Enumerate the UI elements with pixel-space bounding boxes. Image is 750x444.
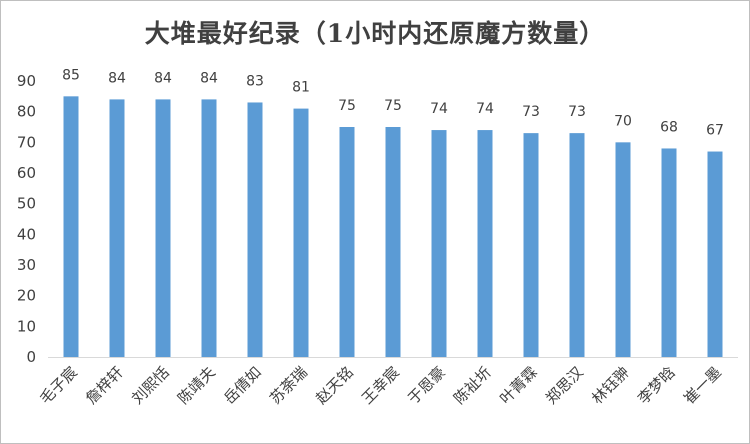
bar — [569, 133, 585, 357]
data-label: 67 — [706, 123, 724, 139]
data-label: 73 — [522, 104, 540, 120]
data-label: 84 — [200, 70, 218, 86]
bar — [109, 99, 125, 358]
category-label: 岳倩如 — [220, 363, 265, 408]
category-label: 李梦晗 — [634, 363, 679, 408]
y-tick-label: 40 — [17, 225, 36, 243]
bar — [201, 99, 217, 358]
bar — [523, 133, 539, 357]
category-label: 陈靖夫 — [174, 363, 219, 408]
category-label: 林钰翀 — [588, 363, 633, 408]
data-label: 74 — [430, 101, 448, 117]
bar — [661, 148, 677, 357]
y-tick-label: 70 — [17, 133, 36, 151]
y-tick-label: 20 — [17, 287, 36, 305]
chart-title: 大堆最好纪录（1小时内还原魔方数量） — [144, 19, 606, 48]
category-label: 于恩豪 — [404, 363, 449, 408]
y-tick-label: 30 — [17, 256, 36, 274]
y-tick-label: 80 — [17, 103, 36, 121]
data-label: 84 — [108, 70, 126, 86]
data-label: 73 — [568, 104, 586, 120]
category-label: 刘熙恬 — [128, 363, 173, 408]
category-label: 陈祉圻 — [450, 363, 495, 408]
category-label: 詹梓轩 — [82, 363, 127, 408]
category-label: 毛子宸 — [36, 363, 81, 408]
bar — [615, 142, 631, 357]
bar — [385, 127, 401, 357]
bar — [63, 96, 79, 357]
bar — [477, 130, 493, 357]
bar — [431, 130, 447, 357]
data-label: 70 — [614, 113, 632, 129]
bar — [247, 102, 263, 357]
data-label: 85 — [62, 67, 80, 83]
category-label: 崔一墨 — [680, 363, 725, 408]
bar — [293, 108, 309, 357]
category-label: 郑思汉 — [542, 363, 587, 408]
bar — [707, 151, 723, 357]
data-label: 74 — [476, 101, 494, 117]
category-label: 苏荼瑞 — [266, 363, 311, 408]
y-tick-label: 90 — [17, 72, 36, 90]
y-tick-label: 50 — [17, 195, 36, 213]
y-tick-label: 10 — [17, 317, 36, 335]
data-label: 75 — [338, 98, 356, 114]
category-label: 赵天铭 — [312, 363, 357, 408]
category-label: 叶菁霖 — [496, 363, 541, 408]
bar — [339, 127, 355, 357]
y-tick-label: 60 — [17, 164, 36, 182]
category-label: 王幸宸 — [358, 363, 403, 408]
data-label: 75 — [384, 98, 402, 114]
bar — [155, 99, 171, 358]
data-label: 68 — [660, 119, 678, 135]
data-label: 81 — [292, 80, 310, 96]
data-label: 83 — [246, 73, 264, 89]
data-label: 84 — [154, 70, 172, 86]
y-tick-label: 0 — [26, 348, 36, 366]
